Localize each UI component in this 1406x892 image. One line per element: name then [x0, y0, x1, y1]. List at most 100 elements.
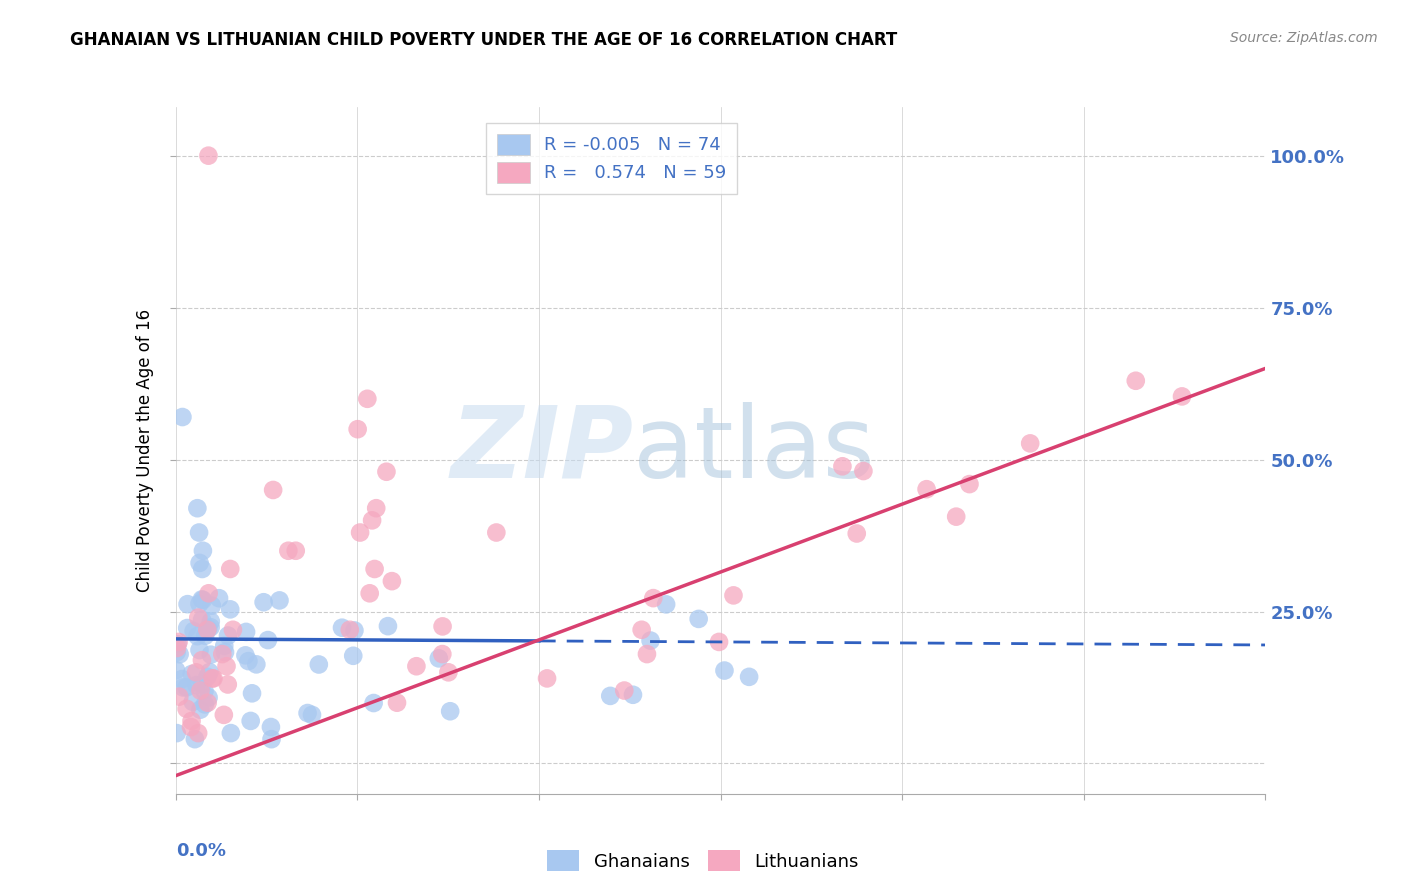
Point	[186, 678, 208, 692]
Point	[1019, 436, 1042, 450]
Point	[277, 543, 299, 558]
Point	[284, 543, 307, 558]
Point	[183, 624, 205, 638]
Point	[330, 621, 353, 635]
Point	[202, 672, 225, 686]
Point	[359, 586, 381, 600]
Point	[188, 597, 211, 611]
Point	[439, 704, 461, 718]
Point	[190, 683, 212, 698]
Point	[260, 720, 283, 734]
Point	[219, 726, 242, 740]
Point	[212, 707, 235, 722]
Point	[201, 599, 224, 613]
Point	[621, 688, 644, 702]
Point	[432, 619, 454, 633]
Point	[176, 702, 198, 716]
Point	[599, 689, 621, 703]
Point	[655, 598, 678, 612]
Point	[181, 695, 204, 709]
Point	[366, 501, 388, 516]
Point	[356, 392, 378, 406]
Legend: R = -0.005   N = 74, R =   0.574   N = 59: R = -0.005 N = 74, R = 0.574 N = 59	[486, 123, 737, 194]
Point	[180, 667, 202, 681]
Point	[184, 665, 207, 680]
Point	[191, 592, 214, 607]
Point	[427, 651, 450, 665]
Point	[215, 659, 238, 673]
Point	[191, 562, 214, 576]
Point	[405, 659, 427, 673]
Point	[235, 648, 257, 663]
Point	[363, 696, 385, 710]
Text: Source: ZipAtlas.com: Source: ZipAtlas.com	[1230, 31, 1378, 45]
Point	[200, 615, 222, 629]
Point	[187, 610, 209, 624]
Point	[180, 720, 202, 734]
Point	[191, 593, 214, 607]
Point	[208, 591, 231, 606]
Point	[166, 640, 188, 655]
Point	[852, 464, 875, 478]
Point	[198, 665, 221, 679]
Point	[214, 645, 236, 659]
Point	[167, 635, 190, 649]
Point	[485, 525, 508, 540]
Point	[240, 686, 263, 700]
Point	[245, 657, 267, 672]
Point	[381, 574, 404, 589]
Point	[437, 665, 460, 680]
Point	[339, 623, 361, 637]
Point	[269, 593, 291, 607]
Point	[1171, 389, 1194, 403]
Point	[188, 525, 211, 540]
Point	[959, 477, 981, 491]
Point	[167, 690, 190, 704]
Point	[166, 645, 188, 659]
Point	[217, 677, 239, 691]
Point	[197, 149, 219, 163]
Point	[194, 698, 217, 712]
Point	[188, 703, 211, 717]
Point	[211, 647, 233, 661]
Point	[377, 619, 399, 633]
Point	[945, 509, 967, 524]
Point	[308, 657, 330, 672]
Point	[200, 620, 222, 634]
Point	[193, 684, 215, 698]
Point	[738, 670, 761, 684]
Point	[184, 732, 207, 747]
Point	[688, 612, 710, 626]
Point	[342, 648, 364, 663]
Point	[186, 501, 208, 516]
Point	[165, 663, 187, 677]
Point	[613, 683, 636, 698]
Point	[707, 635, 730, 649]
Point	[343, 624, 366, 638]
Point	[191, 677, 214, 691]
Point	[191, 613, 214, 627]
Text: ZIP: ZIP	[450, 402, 633, 499]
Point	[432, 647, 454, 661]
Point	[1125, 374, 1147, 388]
Legend: Ghanaians, Lithuanians: Ghanaians, Lithuanians	[540, 843, 866, 879]
Point	[235, 624, 257, 639]
Point	[169, 647, 191, 661]
Point	[260, 732, 283, 747]
Text: 0.0%: 0.0%	[176, 842, 226, 860]
Point	[197, 622, 219, 636]
Point	[222, 623, 245, 637]
Point	[195, 623, 218, 637]
Text: atlas: atlas	[633, 402, 875, 499]
Point	[845, 526, 868, 541]
Point	[257, 633, 280, 648]
Y-axis label: Child Poverty Under the Age of 16: Child Poverty Under the Age of 16	[136, 309, 155, 592]
Point	[219, 602, 242, 616]
Point	[214, 639, 236, 653]
Point	[166, 726, 188, 740]
Point	[194, 629, 217, 643]
Text: GHANAIAN VS LITHUANIAN CHILD POVERTY UNDER THE AGE OF 16 CORRELATION CHART: GHANAIAN VS LITHUANIAN CHILD POVERTY UND…	[70, 31, 897, 49]
Point	[301, 707, 323, 722]
Point	[197, 586, 219, 600]
Point	[186, 629, 208, 643]
